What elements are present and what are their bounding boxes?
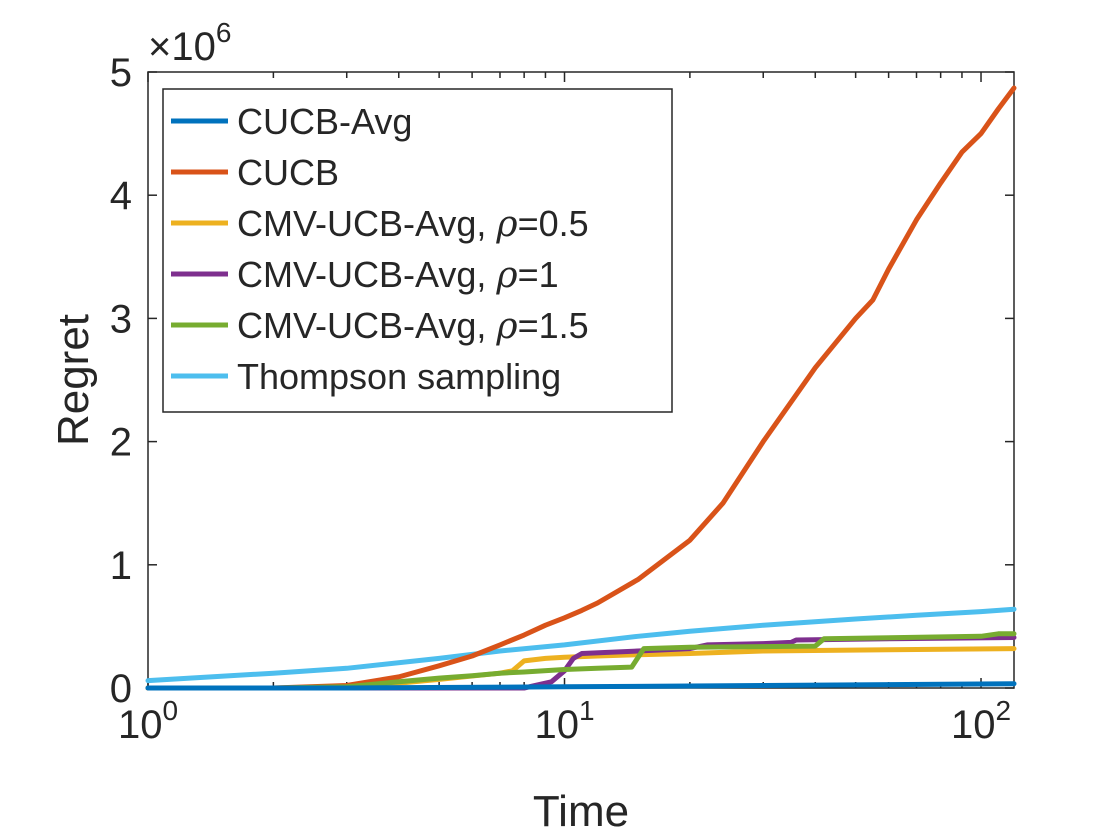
x-tick-exponent: 2 [995,695,1011,726]
legend-label: CMV-UCB-Avg, ρ=1 [237,254,559,296]
y-axis-title: Regret [49,314,98,446]
y-tick-label: 4 [110,174,132,218]
y-tick-label: 2 [110,421,132,465]
x-tick-label: 101 [534,695,594,747]
y-tick-label: 0 [110,667,132,711]
series-lines [145,85,1017,691]
x-tick-exponent: 0 [162,695,178,726]
legend: CUCB-Avg CUCB CMV-UCB-Avg, ρ=0.5 CMV-UCB-Av… [162,88,673,413]
series-line-cucb-avg [145,681,1017,691]
x-tick-label: 102 [951,695,1011,747]
x-axis-title: Time [533,787,629,836]
legend-label: Thompson sampling [237,356,561,397]
legend-box [162,88,673,413]
series-line-thompson-sampling [145,606,1017,684]
legend-label: CUCB [237,152,339,193]
x-tick-label: 100 [118,695,178,747]
x-tick-base: 10 [534,703,579,747]
y-tick-label: 3 [110,297,132,341]
y-multiplier: ×106 [148,17,231,69]
y-tick-label: 1 [110,544,132,588]
series-line-cucb [145,85,1017,691]
y-axis-ticks: 0 1 2 3 4 5 [110,51,1014,711]
x-tick-exponent: 1 [579,695,595,726]
legend-label: CUCB-Avg [237,101,412,142]
legend-label: CMV-UCB-Avg, ρ=1.5 [237,305,589,347]
x-tick-base: 10 [951,703,996,747]
x-tick-base: 10 [118,703,163,747]
y-tick-label: 5 [110,51,132,95]
series-line-cmv-ucb-avg-1-5 [145,631,1017,691]
legend-label: CMV-UCB-Avg, ρ=0.5 [237,203,589,245]
x-axis-ticks: 100 101 102 [118,72,1011,747]
